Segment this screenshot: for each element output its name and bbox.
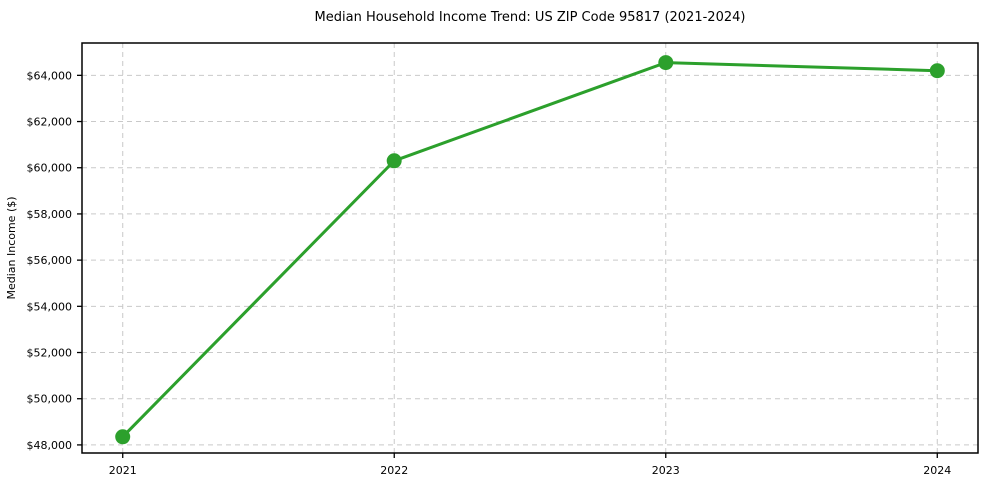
x-tick-label-2021: 2021 [109, 464, 137, 477]
y-tick-label-50000: $50,000 [27, 393, 73, 406]
chart-title: Median Household Income Trend: US ZIP Co… [315, 10, 746, 25]
y-tick-label-52000: $52,000 [27, 347, 73, 360]
y-tick-label-56000: $56,000 [27, 254, 73, 267]
x-tick-label-2023: 2023 [652, 464, 680, 477]
y-tick-label-60000: $60,000 [27, 162, 73, 175]
data-point-2022 [386, 153, 402, 169]
x-tick-label-2024: 2024 [923, 464, 951, 477]
y-tick-label-54000: $54,000 [27, 300, 73, 313]
series-line-median-income [121, 61, 939, 439]
y-tick-label-62000: $62,000 [27, 116, 73, 129]
x-tick-label-2022: 2022 [380, 464, 408, 477]
axes-spines [81, 42, 979, 454]
y-tick-label-48000: $48,000 [27, 439, 73, 452]
data-point-2021 [115, 429, 131, 445]
data-point-2023 [658, 55, 674, 71]
data-point-2024 [929, 63, 945, 79]
y-axis-label: Median Income ($) [5, 196, 18, 299]
y-tick-label-58000: $58,000 [27, 208, 73, 221]
y-tick-label-64000: $64,000 [27, 69, 73, 82]
